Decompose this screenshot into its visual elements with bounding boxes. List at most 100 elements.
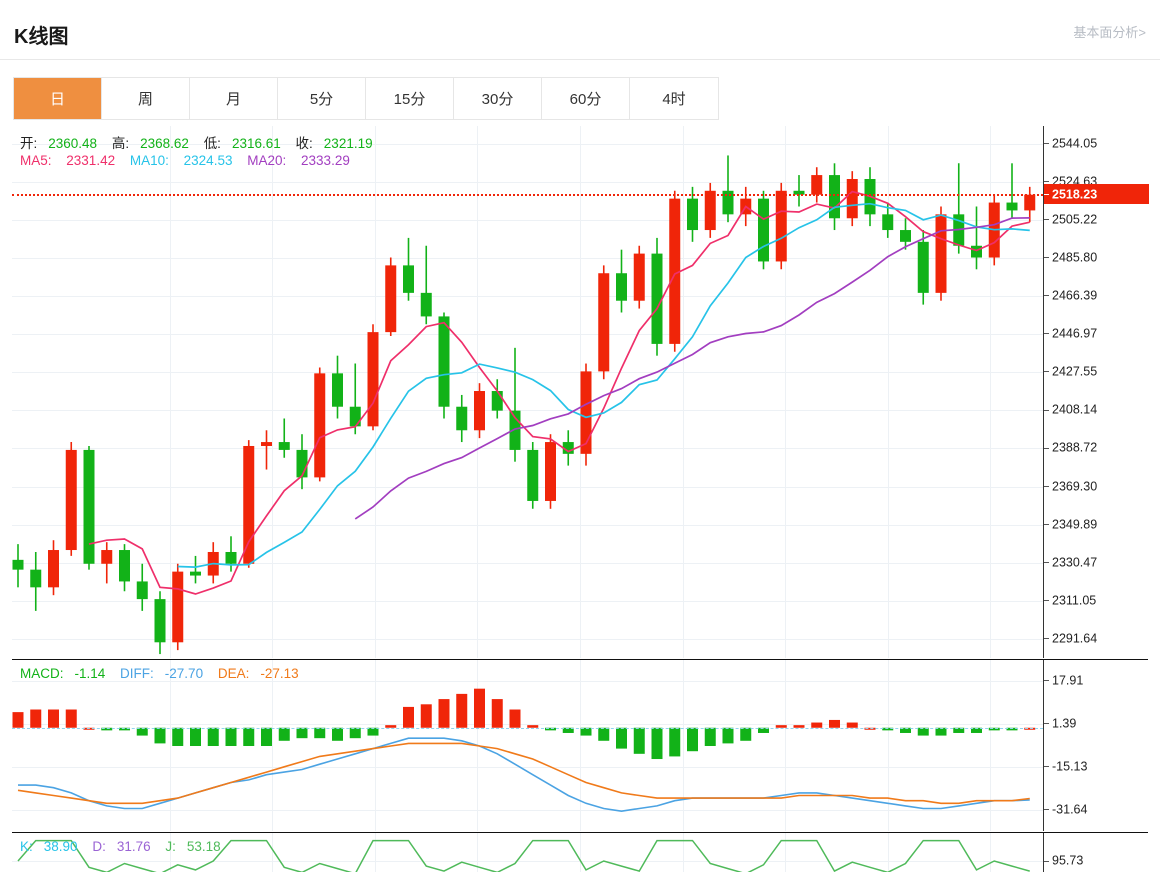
tab-label: 5分 bbox=[309, 91, 334, 108]
k-label: K: bbox=[20, 839, 33, 854]
current-price-line bbox=[12, 194, 1043, 197]
kdj-tick-label: 95.73 bbox=[1052, 854, 1084, 868]
price-tick-label: 2505.22 bbox=[1052, 212, 1098, 227]
open-label: 开: bbox=[20, 136, 38, 151]
price-gridline bbox=[12, 372, 1043, 374]
tab-label: 30分 bbox=[481, 91, 514, 108]
price-tick-label: 2544.05 bbox=[1052, 136, 1098, 151]
kdj-vgridline bbox=[888, 833, 889, 872]
tab-4[interactable]: 15分 bbox=[366, 78, 454, 119]
dea-value: -27.13 bbox=[260, 666, 299, 681]
price-gridline bbox=[12, 524, 1043, 526]
price-tick: 2291.64 bbox=[1044, 631, 1149, 646]
price-tick-label: 2466.39 bbox=[1052, 288, 1098, 303]
tab-3[interactable]: 5分 bbox=[278, 78, 366, 119]
ma10-value: 2324.53 bbox=[183, 153, 233, 168]
macd-legend: MACD: -1.14 DIFF: -27.70 DEA: -27.13 bbox=[20, 666, 299, 681]
price-vgridline bbox=[272, 126, 273, 658]
macd-plot[interactable] bbox=[12, 660, 1043, 831]
low-value: 2316.61 bbox=[231, 136, 281, 151]
kdj-legend: K: 38.90 D: 31.76 J: 53.18 bbox=[20, 839, 221, 854]
macd-tick-label: -31.64 bbox=[1052, 802, 1088, 817]
kdj-series bbox=[17, 839, 1030, 872]
ma10-label: MA10: bbox=[129, 153, 169, 168]
fundamental-analysis-link[interactable]: 基本面分析> bbox=[1073, 25, 1146, 40]
macd-series bbox=[12, 688, 1036, 813]
price-tick-label: 2291.64 bbox=[1052, 631, 1098, 646]
high-label: 高: bbox=[111, 136, 130, 151]
price-gridline bbox=[12, 181, 1043, 183]
kdj-axis: 95.73 bbox=[1043, 833, 1148, 872]
kdj-j-line bbox=[17, 839, 1030, 872]
kline-chart: 2544.05 2524.63 2505.22 2485.80 2466.39 2446.… bbox=[12, 126, 1149, 872]
j-value: 53.18 bbox=[186, 839, 221, 854]
kdj-vgridline bbox=[683, 833, 684, 872]
price-tick: 2485.80 bbox=[1044, 250, 1149, 265]
diff-value: -27.70 bbox=[164, 666, 204, 681]
kdj-panel: 95.73 K: 38.90 D: 31.76 J: 53.18 bbox=[12, 832, 1148, 872]
macd-tick-label: -15.13 bbox=[1052, 759, 1088, 774]
macd-axis: 17.91 1.39 -15.13 -31.64 bbox=[1043, 660, 1148, 831]
tab-label: 15分 bbox=[393, 91, 426, 108]
price-gridline bbox=[12, 219, 1043, 221]
macd-vgridline bbox=[580, 660, 581, 831]
tab-2[interactable]: 月 bbox=[190, 78, 278, 119]
open-value: 2360.48 bbox=[48, 136, 98, 151]
macd-vgridline bbox=[272, 660, 273, 831]
price-tick-label: 2427.55 bbox=[1052, 364, 1098, 379]
tab-0[interactable]: 日 bbox=[14, 78, 102, 119]
macd-gridline bbox=[12, 810, 1043, 812]
macd-tick: 17.91 bbox=[1044, 673, 1149, 688]
kdj-vgridline bbox=[272, 833, 273, 872]
tab-label: 60分 bbox=[569, 91, 602, 108]
macd-tick: 1.39 bbox=[1044, 716, 1149, 731]
macd-tick: -31.64 bbox=[1044, 802, 1149, 817]
macd-vgridline bbox=[375, 660, 376, 831]
kdj-vgridline bbox=[170, 833, 171, 872]
macd-zero-line bbox=[12, 727, 1043, 729]
close-label: 收: bbox=[295, 136, 313, 151]
close-value: 2321.19 bbox=[323, 136, 373, 151]
macd-vgridline bbox=[990, 660, 991, 831]
macd-value: -1.14 bbox=[74, 666, 106, 681]
macd-tick-label: 17.91 bbox=[1052, 673, 1084, 688]
tab-label: 周 bbox=[137, 91, 153, 108]
macd-vgridline bbox=[170, 660, 171, 831]
ma20-label: MA20: bbox=[247, 153, 287, 168]
price-gridline bbox=[12, 410, 1043, 412]
price-tick: 2311.05 bbox=[1044, 593, 1149, 608]
current-price-badge: 2518.23 bbox=[1044, 184, 1149, 205]
ma-line bbox=[88, 190, 1030, 595]
current-price-label: 2518.23 bbox=[1052, 187, 1098, 202]
price-gridline bbox=[12, 296, 1043, 298]
macd-tick-label: 1.39 bbox=[1052, 716, 1077, 731]
tab-1[interactable]: 周 bbox=[102, 78, 190, 119]
kdj-plot[interactable] bbox=[12, 833, 1043, 872]
page-title: K线图 bbox=[14, 26, 69, 48]
ohlc-legend: 开: 2360.48 高: 2368.62 低: 2316.61 收: 2321.19 bbox=[20, 132, 373, 152]
macd-panel: 17.91 1.39 -15.13 -31.64 MACD: -1.14 DIFF: -2… bbox=[12, 659, 1148, 831]
kdj-gridline bbox=[12, 861, 1043, 863]
macd-vgridline bbox=[683, 660, 684, 831]
price-plot[interactable] bbox=[12, 126, 1043, 658]
ma5-label: MA5: bbox=[20, 153, 52, 168]
price-panel: 2544.05 2524.63 2505.22 2485.80 2466.39 2446.… bbox=[12, 126, 1149, 658]
price-tick: 2330.47 bbox=[1044, 555, 1149, 570]
ma-line bbox=[177, 202, 1030, 568]
price-tick-label: 2446.97 bbox=[1052, 326, 1098, 341]
tab-label: 4时 bbox=[662, 91, 686, 108]
tab-7[interactable]: 4时 bbox=[630, 78, 718, 119]
tab-6[interactable]: 60分 bbox=[542, 78, 630, 119]
macd-tick: -15.13 bbox=[1044, 759, 1149, 774]
tab-5[interactable]: 30分 bbox=[454, 78, 542, 119]
kdj-tick: 95.73 bbox=[1044, 853, 1149, 868]
price-tick-label: 2311.05 bbox=[1052, 593, 1097, 608]
price-tick: 2427.55 bbox=[1044, 364, 1149, 379]
d-value: 31.76 bbox=[116, 839, 151, 854]
d-label: D: bbox=[92, 839, 106, 854]
macd-gridline bbox=[12, 681, 1043, 683]
period-tabbar: 日 周 月 5分 15分 30分 60分 4时 bbox=[13, 77, 719, 120]
kdj-vgridline bbox=[580, 833, 581, 872]
price-gridline bbox=[12, 448, 1043, 450]
price-tick-label: 2330.47 bbox=[1052, 555, 1098, 570]
